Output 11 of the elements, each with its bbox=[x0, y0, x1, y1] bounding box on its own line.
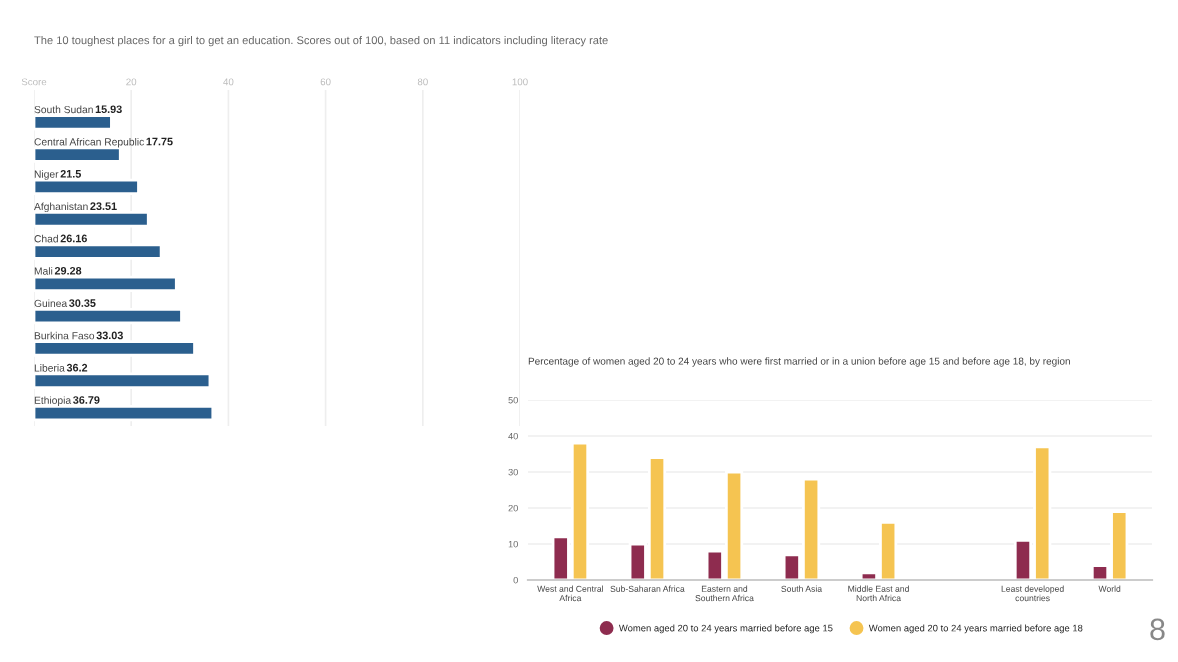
bar bbox=[34, 243, 163, 260]
bar bbox=[34, 275, 178, 293]
bar bbox=[34, 372, 212, 389]
bar bbox=[34, 114, 113, 131]
bar bbox=[34, 146, 122, 163]
bar bbox=[34, 211, 150, 228]
bar bbox=[34, 178, 140, 196]
bar bbox=[34, 404, 215, 422]
bar bbox=[34, 340, 196, 357]
text: 8 bbox=[1150, 618, 1165, 641]
bar bbox=[34, 307, 183, 325]
